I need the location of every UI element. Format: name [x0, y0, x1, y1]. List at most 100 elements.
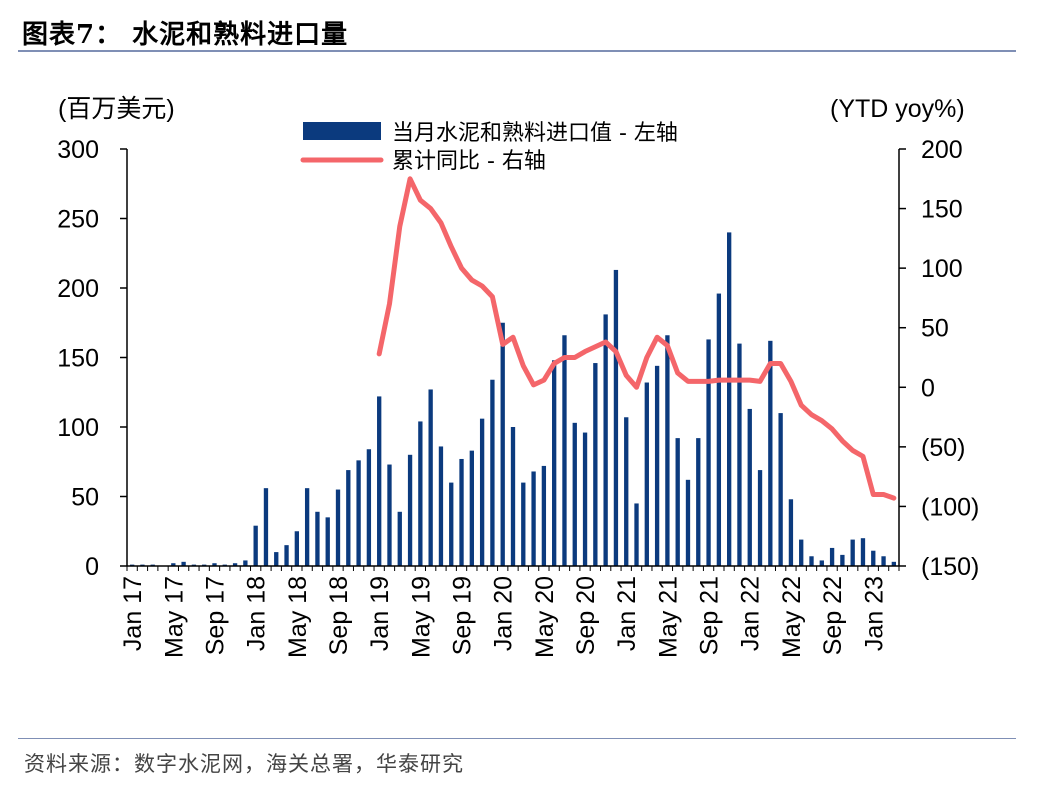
bar	[253, 525, 258, 566]
right-tick-label: (150)	[921, 553, 979, 581]
right-tick-label: 50	[921, 315, 949, 343]
x-tick-label: Sep 17	[202, 576, 230, 655]
bar	[582, 432, 588, 566]
bar-series-group	[129, 232, 897, 566]
left-tick-label: 250	[57, 206, 99, 234]
bar	[747, 408, 752, 566]
yoy-line	[376, 176, 897, 501]
right-tick-label: 100	[921, 255, 963, 283]
bar	[531, 471, 536, 566]
x-tick-label: May 18	[284, 576, 312, 658]
left-tick-label: 100	[57, 414, 99, 442]
bar	[850, 539, 855, 566]
right-axis-unit: (YTD yoy%)	[830, 95, 965, 123]
bar	[840, 554, 845, 566]
bar	[284, 545, 289, 566]
bar	[304, 488, 310, 566]
bar	[377, 396, 382, 566]
bar	[757, 470, 763, 566]
bar	[397, 511, 402, 566]
bar	[603, 314, 608, 566]
bar	[634, 503, 639, 566]
bar	[356, 460, 361, 566]
left-tick-label: 0	[85, 553, 99, 581]
bar	[418, 421, 423, 566]
bar	[449, 482, 454, 566]
bar	[263, 488, 269, 566]
bar	[819, 560, 824, 566]
x-tick-label: Jan 17	[119, 576, 147, 651]
bar	[891, 561, 897, 566]
bar	[552, 360, 557, 566]
axes-group: 0 50 100 150 200 250 300 (150) (100) (50) 0 50 100 15…	[57, 136, 979, 658]
legend-bar-label: 当月水泥和熟料进口值 - 左轴	[392, 121, 678, 146]
x-tick-label: May 19	[407, 576, 435, 658]
bar	[366, 449, 372, 566]
left-tick-label: 200	[57, 275, 99, 303]
bar	[788, 499, 794, 566]
x-tick-label: May 20	[531, 576, 559, 658]
bar	[438, 446, 444, 566]
x-tick-label: Sep 20	[572, 576, 600, 655]
bar	[181, 561, 186, 566]
line-series-group	[376, 176, 897, 501]
bar	[644, 382, 649, 566]
right-tick-label: (50)	[921, 434, 965, 462]
bar	[428, 389, 433, 566]
right-tick-label: 200	[921, 136, 963, 164]
x-tick-label: Sep 19	[449, 576, 477, 655]
bar	[541, 465, 547, 566]
bar	[232, 563, 238, 566]
x-tick-label: Jan 18	[243, 576, 271, 651]
x-tick-label: Jan 20	[490, 576, 518, 651]
bar	[294, 531, 299, 566]
bar	[737, 343, 742, 566]
source-note: 资料来源：数字水泥网，海关总署，华泰研究	[24, 752, 464, 776]
bar	[459, 458, 464, 566]
x-tick-label: Jan 22	[737, 576, 765, 651]
x-tick-label: Sep 18	[325, 576, 353, 655]
bar	[407, 454, 413, 566]
bar	[521, 482, 526, 566]
bar	[572, 422, 577, 566]
right-tick-label: (100)	[921, 493, 979, 521]
x-tick-label: Jan 23	[860, 576, 888, 651]
bar	[243, 560, 248, 566]
bar	[212, 563, 217, 566]
bar	[387, 464, 392, 566]
left-tick-label: 50	[71, 484, 99, 512]
bar	[335, 489, 341, 566]
bar	[315, 511, 320, 566]
bar	[799, 539, 804, 566]
bar	[706, 339, 711, 566]
title-divider	[18, 50, 1016, 52]
bar	[479, 418, 485, 566]
bar	[696, 438, 701, 566]
x-tick-label: Jan 19	[366, 576, 394, 651]
bar	[593, 363, 598, 566]
right-tick-label: 0	[921, 374, 935, 402]
x-tick-label: May 22	[778, 576, 806, 658]
bar	[871, 550, 876, 566]
bar	[510, 427, 516, 566]
bar	[654, 365, 660, 566]
bar	[860, 538, 866, 566]
x-tick-label: May 17	[160, 576, 188, 658]
bar	[562, 335, 567, 566]
legend-bar-swatch	[303, 122, 381, 140]
bar	[613, 269, 619, 566]
bar	[624, 417, 629, 566]
bar	[685, 479, 691, 566]
bar	[665, 335, 670, 566]
left-tick-label: 300	[57, 136, 99, 164]
bar	[675, 438, 680, 566]
x-tick-label: Sep 22	[819, 576, 847, 655]
legend: 当月水泥和熟料进口值 - 左轴 累计同比 - 右轴	[300, 121, 678, 174]
bar	[490, 379, 495, 566]
bar	[881, 556, 886, 566]
left-tick-label: 150	[57, 345, 99, 373]
bar	[829, 547, 835, 566]
bar	[778, 413, 783, 566]
bar	[809, 556, 814, 566]
